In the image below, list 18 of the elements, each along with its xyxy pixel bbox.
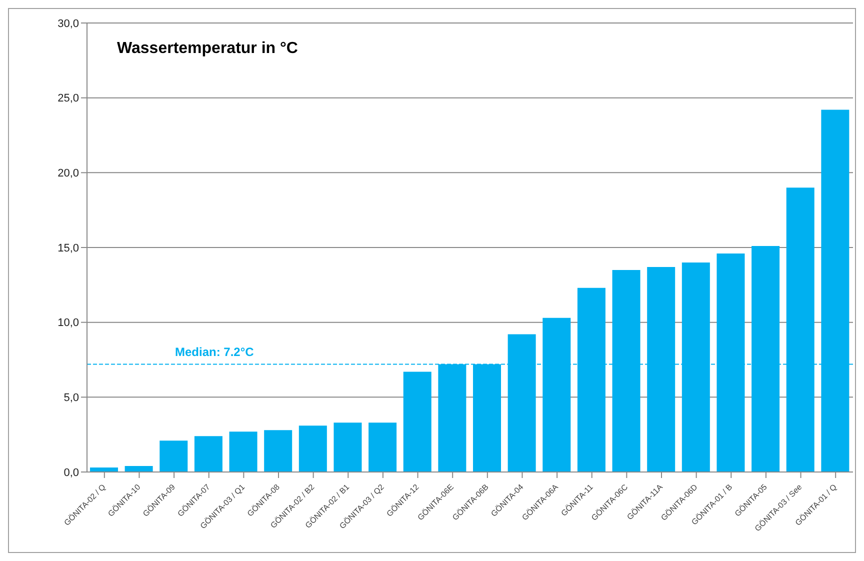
y-tick-label: 5,0 <box>64 392 79 404</box>
ref-line-label: Median: 7.2°C <box>175 345 254 360</box>
bar <box>264 430 292 472</box>
bar <box>194 436 222 472</box>
bar <box>298 426 327 472</box>
y-tick-label: 20,0 <box>58 168 79 180</box>
bar <box>124 466 153 472</box>
y-tick-label: 15,0 <box>58 242 79 254</box>
y-tick-label: 0,0 <box>64 466 79 479</box>
bar <box>229 432 258 472</box>
y-tick-label: 30,0 <box>58 18 79 30</box>
y-tick-label: 25,0 <box>58 92 79 105</box>
bar <box>334 422 362 472</box>
bar <box>368 422 397 472</box>
y-tick-label: 10,0 <box>58 317 79 330</box>
text: Wassertemperatur in °C <box>117 40 298 57</box>
bar <box>160 440 188 472</box>
bar <box>403 372 432 472</box>
